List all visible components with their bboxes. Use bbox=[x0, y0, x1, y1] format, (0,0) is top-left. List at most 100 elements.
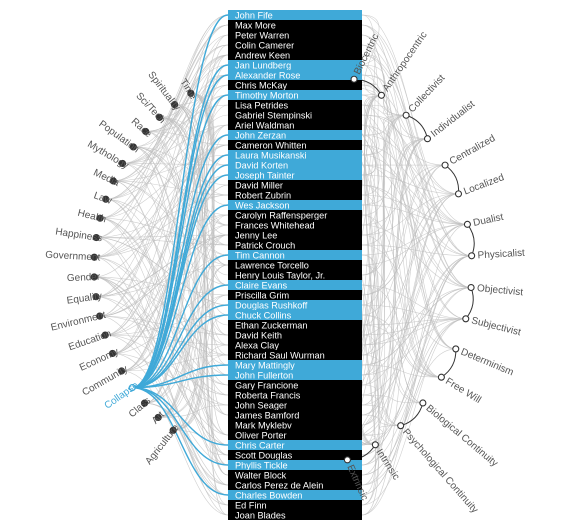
dimension-node[interactable] bbox=[402, 111, 410, 119]
person-name[interactable]: Ethan Zuckerman bbox=[235, 321, 308, 331]
topic-label[interactable]: Law bbox=[92, 190, 114, 207]
dimension-label[interactable]: Determinism bbox=[459, 347, 515, 379]
topic-label[interactable]: Government bbox=[45, 250, 101, 264]
dimension-label[interactable]: Centralized bbox=[448, 133, 497, 167]
dimension-node[interactable] bbox=[371, 441, 379, 449]
person-name[interactable]: Ed Finn bbox=[235, 501, 267, 511]
person-name[interactable]: Wes Jackson bbox=[235, 201, 289, 211]
topic-label[interactable]: Media bbox=[92, 167, 122, 189]
topic-node[interactable] bbox=[101, 331, 109, 339]
person-name[interactable]: John Fullerton bbox=[235, 371, 293, 381]
person-name[interactable]: Ariel Waldman bbox=[235, 121, 294, 131]
dimension-node[interactable] bbox=[454, 190, 463, 198]
dimension-node[interactable] bbox=[468, 252, 476, 260]
person-name[interactable]: Timothy Morton bbox=[235, 91, 298, 101]
person-name[interactable]: Peter Warren bbox=[235, 31, 289, 41]
person-name[interactable]: Laura Musikanski bbox=[235, 151, 307, 161]
topic-label[interactable]: Agriculture bbox=[143, 422, 181, 467]
dimension-node[interactable] bbox=[423, 135, 432, 143]
topic-node[interactable] bbox=[90, 273, 98, 281]
person-name[interactable]: Joseph Tainter bbox=[235, 171, 295, 181]
person-name[interactable]: Claire Evans bbox=[235, 281, 287, 291]
person-name[interactable]: Jenny Lee bbox=[235, 231, 277, 241]
dimension-node[interactable] bbox=[463, 220, 471, 228]
person-name[interactable]: Alexander Rose bbox=[235, 71, 300, 81]
topic-label[interactable]: Education bbox=[67, 328, 113, 353]
person-name[interactable]: Chris Carter bbox=[235, 441, 285, 451]
dimension-label[interactable]: Objectivist bbox=[477, 283, 524, 298]
dimension-node[interactable] bbox=[419, 399, 427, 407]
person-name[interactable]: Phyllis Tickle bbox=[235, 461, 288, 471]
person-name[interactable]: Tim Cannon bbox=[235, 251, 285, 261]
topic-label[interactable]: Health bbox=[76, 208, 107, 226]
person-name[interactable]: David Korten bbox=[235, 161, 288, 171]
person-name[interactable]: Andrew Keen bbox=[235, 51, 290, 61]
dimension-node[interactable] bbox=[462, 315, 470, 323]
person-name[interactable]: Colin Camerer bbox=[235, 41, 294, 51]
person-name[interactable]: Chuck Collins bbox=[235, 311, 292, 321]
topic-node[interactable] bbox=[169, 426, 177, 434]
topic-node[interactable] bbox=[92, 233, 100, 242]
topic-node[interactable] bbox=[92, 293, 100, 301]
person-name[interactable]: John Fife bbox=[235, 11, 273, 21]
person-name[interactable]: James Bamford bbox=[235, 411, 299, 421]
person-name[interactable]: Scott Douglas bbox=[235, 451, 293, 461]
person-name[interactable]: Lawrence Torcello bbox=[235, 261, 309, 271]
person-name[interactable]: Cameron Whitten bbox=[235, 141, 307, 151]
person-name[interactable]: Mark Myklebv bbox=[235, 421, 292, 431]
person-name[interactable]: Max More bbox=[235, 21, 276, 31]
person-name[interactable]: Mary Mattingly bbox=[235, 361, 295, 371]
dimension-node[interactable] bbox=[452, 345, 460, 353]
dimension-label[interactable]: Individualist bbox=[429, 99, 477, 140]
person-name[interactable]: David Miller bbox=[235, 181, 283, 191]
dimension-label[interactable]: Physicalist bbox=[477, 248, 525, 262]
topic-node[interactable] bbox=[187, 89, 195, 97]
topic-label[interactable]: Environment bbox=[50, 310, 107, 334]
topic-label[interactable]: Happiness bbox=[55, 227, 103, 245]
dimension-node[interactable] bbox=[397, 422, 405, 430]
dimension-label[interactable]: Subjectivist bbox=[470, 315, 522, 338]
person-name[interactable]: Joan Blades bbox=[235, 511, 286, 521]
topic-node[interactable] bbox=[140, 399, 149, 407]
person-name[interactable]: Robert Zubrin bbox=[235, 191, 291, 201]
person-name[interactable]: Jan Lundberg bbox=[235, 61, 291, 71]
topic-node[interactable] bbox=[142, 127, 150, 136]
person-name[interactable]: Lisa Petrides bbox=[235, 101, 289, 111]
person-name[interactable]: John Zerzan bbox=[235, 131, 286, 141]
person-name[interactable]: Chris McKay bbox=[235, 81, 287, 91]
person-name[interactable]: Gabriel Stempinski bbox=[235, 111, 312, 121]
dimension-node[interactable] bbox=[377, 91, 385, 99]
topic-label[interactable]: Class bbox=[127, 395, 153, 420]
person-name[interactable]: Oliver Porter bbox=[235, 431, 287, 441]
topic-node[interactable] bbox=[96, 214, 104, 222]
topic-label[interactable]: Equality bbox=[66, 291, 103, 307]
dimension-label[interactable]: Free Will bbox=[443, 376, 482, 406]
topic-node[interactable] bbox=[128, 384, 136, 392]
dimension-node[interactable] bbox=[441, 161, 449, 169]
topic-label[interactable]: Race bbox=[129, 116, 154, 140]
topic-node[interactable] bbox=[102, 195, 110, 203]
person-name[interactable]: Frances Whitehead bbox=[235, 221, 315, 231]
topic-node[interactable] bbox=[108, 349, 117, 358]
topic-node[interactable] bbox=[170, 100, 179, 109]
person-name[interactable]: Patrick Crouch bbox=[235, 241, 295, 251]
topic-node[interactable] bbox=[129, 143, 137, 151]
dimension-node[interactable] bbox=[437, 373, 445, 381]
person-name[interactable]: Richard Saul Wurman bbox=[235, 351, 325, 361]
person-name[interactable]: Carolyn Raffensperger bbox=[235, 211, 327, 221]
topic-node[interactable] bbox=[154, 413, 162, 422]
person-name[interactable]: Alexa Clay bbox=[235, 341, 279, 351]
topic-node[interactable] bbox=[118, 159, 127, 168]
person-name[interactable]: Walter Block bbox=[235, 471, 287, 481]
topic-node[interactable] bbox=[109, 177, 117, 185]
person-name[interactable]: Carlos Perez de Alein bbox=[235, 481, 323, 491]
dimension-node[interactable] bbox=[350, 75, 358, 83]
topic-label[interactable]: Gender bbox=[67, 272, 101, 284]
dimension-node[interactable] bbox=[343, 456, 351, 464]
dimension-label[interactable]: Localized bbox=[462, 172, 505, 197]
topic-node[interactable] bbox=[90, 253, 98, 261]
dimension-label[interactable]: Dualist bbox=[472, 212, 504, 229]
topic-node[interactable] bbox=[117, 367, 126, 375]
person-name[interactable]: Gary Francione bbox=[235, 381, 298, 391]
person-name[interactable]: John Seager bbox=[235, 401, 287, 411]
